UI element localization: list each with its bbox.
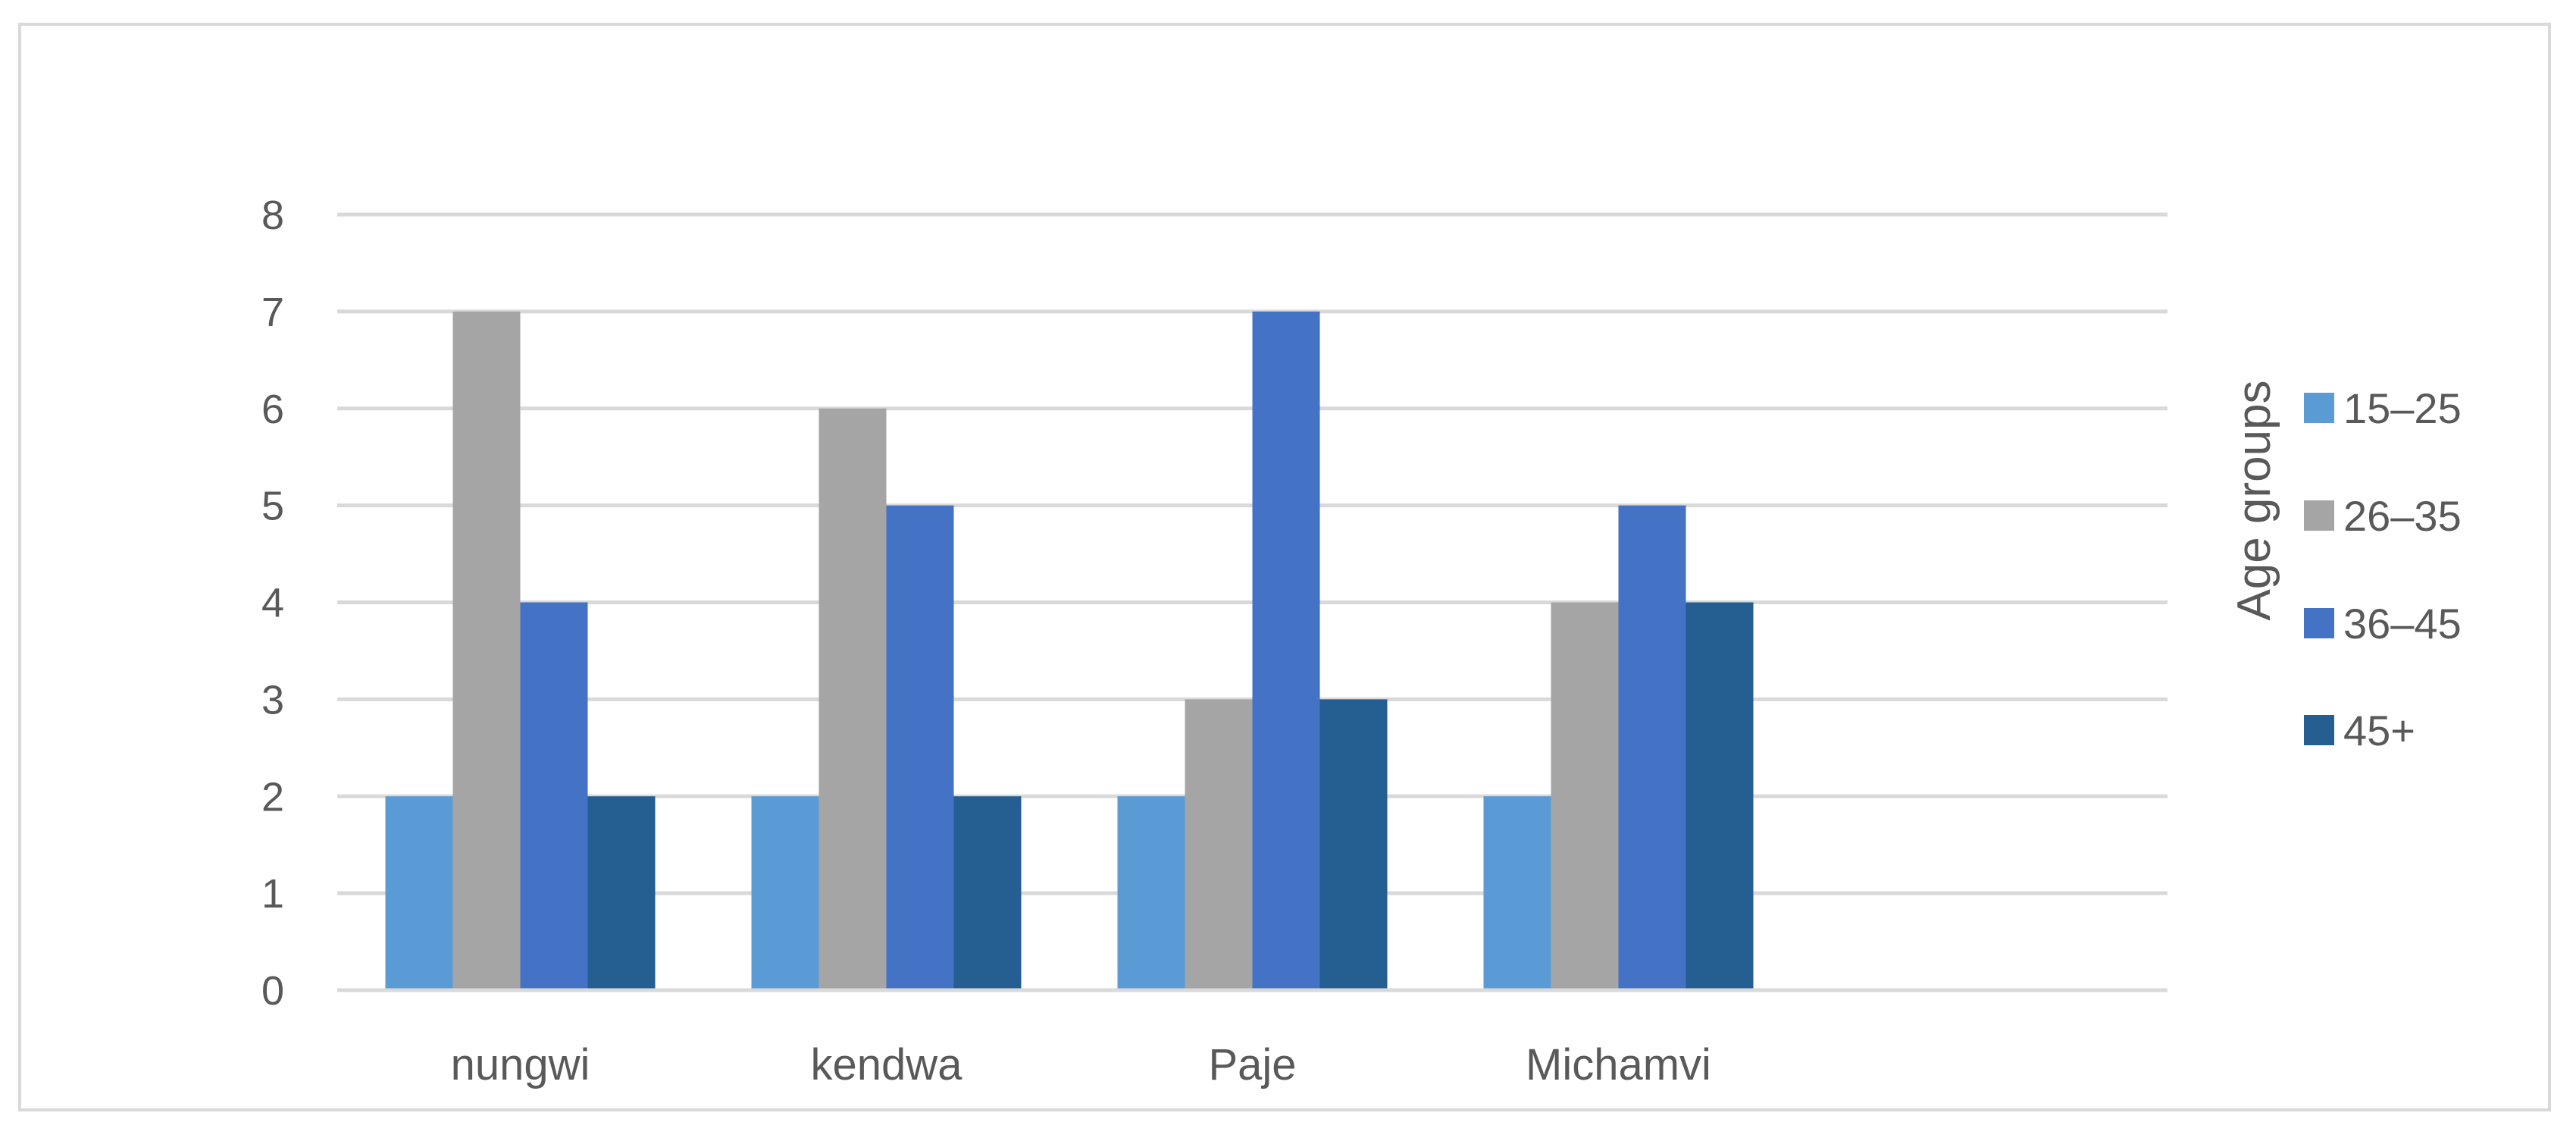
bar-kendwa-2 <box>818 408 887 990</box>
legend-swatch <box>2304 608 2334 638</box>
y-tick-label: 4 <box>261 581 284 626</box>
bars <box>337 311 2168 992</box>
bar-kendwa-3 <box>886 505 954 990</box>
bar-nungwi-1 <box>385 796 453 990</box>
bar-michamvi-4 <box>1686 602 1754 990</box>
x-category-label: Paje <box>1208 1040 1296 1089</box>
legend-swatch <box>2304 715 2334 745</box>
bar-nungwi-3 <box>520 602 588 990</box>
y-tick-label: 3 <box>261 677 284 723</box>
y-tick-label: 0 <box>261 968 284 1014</box>
legend-label: 15–25 <box>2343 384 2462 432</box>
y-tick-label: 2 <box>261 774 284 820</box>
bar-michamvi-1 <box>1483 796 1551 990</box>
legend: Age groups 15–25 26–35 36–45 45+ <box>2228 380 2462 754</box>
bar-paje-4 <box>1319 699 1388 990</box>
bar-nungwi-2 <box>452 311 521 990</box>
bar-kendwa-1 <box>751 796 819 990</box>
legend-label: 36–45 <box>2343 600 2462 647</box>
bar-paje-2 <box>1185 699 1253 990</box>
legend-label: 45+ <box>2343 707 2415 754</box>
x-axis-categories: nungwi kendwa Paje Michamvi <box>451 1040 1711 1089</box>
bar-michamvi-2 <box>1551 602 1619 990</box>
x-category-label: nungwi <box>451 1040 590 1089</box>
legend-swatch <box>2304 393 2334 423</box>
x-category-label: Michamvi <box>1526 1040 1711 1089</box>
x-category-label: kendwa <box>811 1040 963 1089</box>
y-tick-label: 1 <box>261 871 284 917</box>
y-tick-label: 7 <box>261 290 284 335</box>
y-tick-label: 6 <box>261 387 284 432</box>
bar-paje-1 <box>1117 796 1185 990</box>
y-tick-label: 8 <box>261 193 284 238</box>
legend-label: 26–35 <box>2343 492 2462 540</box>
bar-paje-3 <box>1252 311 1320 990</box>
bar-kendwa-4 <box>953 796 1022 990</box>
legend-title: Age groups <box>2228 380 2280 620</box>
bar-nungwi-4 <box>587 796 656 990</box>
y-tick-label: 5 <box>261 484 284 529</box>
legend-swatch <box>2304 500 2334 531</box>
bar-michamvi-3 <box>1618 505 1686 990</box>
y-axis-ticks: 0 1 2 3 4 5 6 7 8 <box>261 193 284 1014</box>
